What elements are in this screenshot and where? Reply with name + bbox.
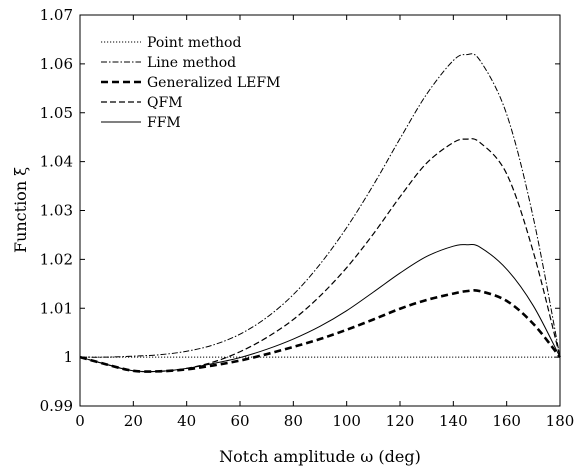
- y-tick-label-4: 1.03: [40, 202, 73, 220]
- legend: Point method Line method Generalized LEFM Q…: [101, 35, 280, 131]
- legend-label-3: QFM: [147, 95, 183, 111]
- x-tick-label-1: 20: [124, 412, 143, 430]
- y-tick-label-6: 1.05: [40, 104, 73, 122]
- x-tick-label-6: 120: [386, 412, 415, 430]
- x-tick-label-2: 40: [177, 412, 196, 430]
- legend-label-1: Line method: [147, 55, 236, 71]
- y-tick-label-1: 1: [63, 348, 73, 366]
- x-tick-label-4: 80: [284, 412, 303, 430]
- y-tick-label-8: 1.07: [40, 6, 73, 24]
- legend-label-2: Generalized LEFM: [147, 75, 280, 91]
- series-line-4: [79, 243, 561, 373]
- legend-label-4: FFM: [147, 115, 181, 131]
- series-lines: [79, 53, 562, 373]
- y-tick-label-5: 1.04: [40, 153, 73, 171]
- ticks: 0 20 40 60 80 100 120 140 160 180 0.99 1 1.01 1.02 1.0…: [40, 6, 575, 430]
- x-tick-label-3: 60: [230, 412, 249, 430]
- y-tick-label-0: 0.99: [40, 397, 73, 415]
- x-tick-label-9: 180: [546, 412, 575, 430]
- x-tick-label-0: 0: [75, 412, 85, 430]
- x-tick-label-8: 160: [492, 412, 521, 430]
- series-line-1: [79, 53, 561, 358]
- x-axis-label: Notch amplitude ω (deg): [219, 447, 421, 466]
- y-tick-label-2: 1.01: [40, 299, 73, 317]
- y-axis-label: Function ξ: [11, 167, 30, 253]
- x-tick-label-7: 140: [439, 412, 468, 430]
- legend-label-0: Point method: [147, 35, 241, 51]
- plot-area: [79, 14, 561, 407]
- series-line-2: [79, 289, 562, 373]
- x-tick-label-5: 100: [332, 412, 361, 430]
- y-tick-label-3: 1.02: [40, 250, 73, 268]
- y-tick-label-7: 1.06: [40, 55, 73, 73]
